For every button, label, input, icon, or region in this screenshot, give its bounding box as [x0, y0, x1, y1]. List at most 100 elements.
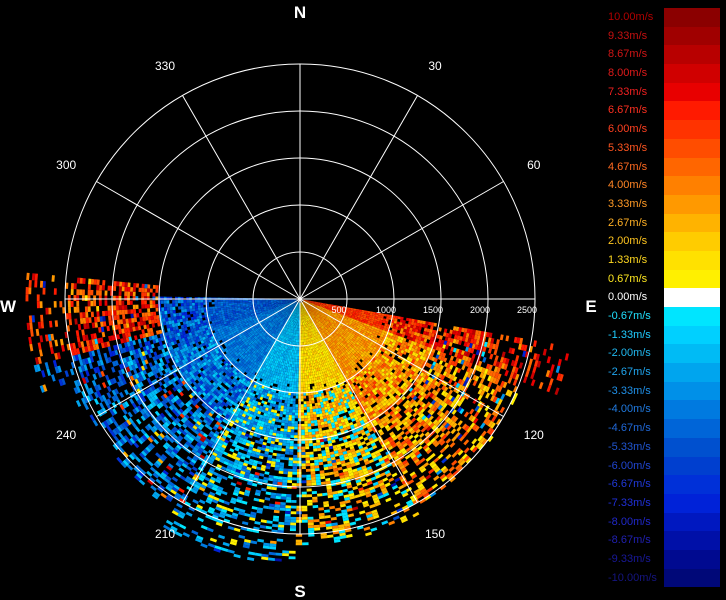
velocity-cell: [428, 468, 435, 475]
velocity-cell: [335, 318, 339, 321]
velocity-cell: [405, 329, 410, 334]
velocity-cell: [355, 358, 360, 363]
velocity-cell: [339, 306, 343, 308]
velocity-cell: [346, 340, 350, 344]
velocity-cell: [432, 439, 438, 446]
velocity-cell: [420, 359, 425, 365]
velocity-cell: [372, 406, 377, 411]
velocity-cell: [314, 320, 317, 324]
velocity-cell: [374, 363, 379, 367]
velocity-cell: [317, 321, 321, 325]
velocity-cell: [311, 308, 314, 311]
velocity-cell: [516, 337, 521, 344]
velocity-cell: [326, 328, 330, 332]
velocity-cell: [306, 301, 309, 303]
velocity-cell: [350, 344, 354, 348]
velocity-cell: [307, 304, 311, 307]
velocity-cell: [323, 350, 327, 354]
velocity-cell: [302, 302, 305, 305]
velocity-cell: [485, 419, 492, 426]
velocity-cell: [408, 318, 412, 322]
velocity-cell: [459, 459, 466, 466]
velocity-cell: [346, 320, 350, 324]
velocity-cell: [396, 426, 402, 432]
velocity-cell: [367, 378, 371, 383]
velocity-cell: [283, 405, 287, 410]
velocity-cell: [321, 313, 325, 316]
velocity-cell: [408, 451, 415, 457]
velocity-cell: [330, 336, 333, 340]
velocity-cell: [367, 366, 372, 371]
velocity-cell: [324, 323, 327, 326]
velocity-cell: [375, 410, 380, 415]
velocity-cell: [307, 426, 312, 430]
velocity-cell: [323, 334, 327, 338]
velocity-cell: [306, 305, 309, 309]
velocity-cell: [451, 409, 457, 415]
velocity-cell: [330, 365, 334, 370]
velocity-cell: [494, 372, 499, 379]
velocity-cell: [364, 357, 369, 362]
velocity-cell: [485, 392, 491, 399]
velocity-cell: [293, 364, 296, 368]
velocity-cell: [397, 452, 404, 458]
velocity-cell: [302, 370, 305, 374]
velocity-cell: [457, 420, 463, 426]
velocity-cell: [342, 391, 347, 395]
velocity-cell: [386, 351, 391, 356]
velocity-cell: [296, 471, 302, 475]
velocity-cell: [420, 467, 427, 473]
velocity-cell: [420, 386, 425, 392]
velocity-cell: [377, 355, 382, 359]
velocity-cell: [467, 357, 472, 363]
velocity-cell: [376, 419, 382, 425]
velocity-cell: [355, 332, 359, 336]
velocity-cell: [321, 424, 325, 428]
velocity-cell: [310, 468, 316, 472]
velocity-cell: [324, 318, 328, 322]
velocity-cell: [288, 386, 292, 390]
velocity-cell: [436, 342, 441, 347]
velocity-cell: [302, 367, 305, 371]
velocity-cell: [300, 319, 302, 323]
velocity-cell: [386, 316, 390, 320]
velocity-cell: [378, 312, 382, 316]
velocity-cell: [397, 387, 403, 392]
velocity-cell: [400, 447, 406, 453]
velocity-cell: [425, 456, 432, 462]
velocity-cell: [397, 378, 403, 383]
velocity-cell: [317, 309, 321, 312]
velocity-cell: [381, 313, 385, 317]
velocity-cell: [486, 369, 492, 376]
velocity-cell: [391, 354, 396, 359]
velocity-cell: [289, 440, 294, 444]
velocity-cell: [297, 356, 299, 360]
velocity-cell: [331, 338, 335, 342]
velocity-cell: [391, 484, 399, 490]
velocity-cell: [426, 426, 432, 432]
velocity-cell: [303, 300, 307, 302]
velocity-cell: [446, 424, 452, 431]
velocity-cell: [416, 493, 423, 500]
velocity-cell: [434, 441, 440, 448]
velocity-cell: [444, 422, 450, 429]
velocity-cell: [287, 471, 293, 475]
velocity-cell: [441, 380, 446, 386]
velocity-cell: [512, 386, 518, 393]
velocity-cell: [407, 324, 411, 328]
velocity-cell: [321, 308, 325, 311]
velocity-cell: [301, 423, 305, 427]
velocity-cell: [352, 385, 356, 390]
velocity-cell: [433, 391, 439, 397]
velocity-cell: [424, 439, 431, 445]
velocity-cell: [357, 340, 361, 344]
velocity-cell: [393, 346, 397, 350]
velocity-cell: [429, 329, 433, 334]
velocity-cell: [476, 407, 483, 414]
velocity-cell: [328, 338, 331, 342]
velocity-cell: [369, 341, 374, 345]
velocity-cell: [345, 328, 349, 332]
velocity-cell: [321, 318, 324, 321]
velocity-cell: [412, 344, 416, 349]
velocity-cell: [297, 353, 299, 357]
